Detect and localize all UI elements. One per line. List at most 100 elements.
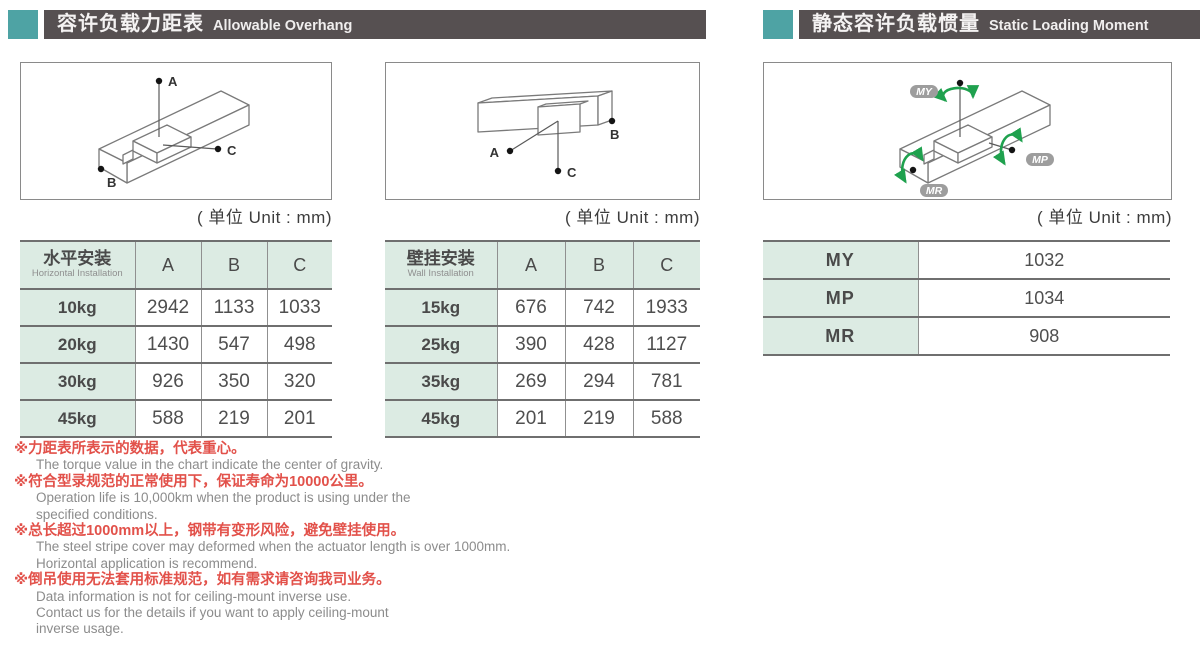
point-b-dot: [97, 165, 105, 173]
value-cell: 1430: [134, 325, 201, 363]
rotation-arrow-mr-icon: [894, 146, 924, 184]
table-title-en: Wall Installation: [407, 268, 474, 280]
value-cell: 294: [564, 362, 633, 400]
load-cell: 20kg: [20, 325, 135, 363]
wall-installation-table: 壁挂安装 Wall Installation A B C 15kg 676 74…: [385, 240, 700, 438]
value-cell: 547: [200, 325, 267, 363]
point-a-label: A: [490, 145, 500, 160]
value-cell: 219: [200, 399, 267, 438]
point-c-dot: [554, 167, 562, 175]
table-title-zh: 水平安装: [43, 249, 112, 269]
value-cell: 742: [564, 288, 633, 326]
value-cell: 219: [564, 399, 633, 438]
moment-label-cell: MP: [763, 278, 918, 317]
moment-value-cell: 1034: [917, 278, 1170, 317]
mr-axis-dot: [909, 166, 917, 174]
moment-value-cell: 908: [917, 316, 1170, 356]
point-b-label: B: [107, 175, 116, 190]
unit-label: ( 单位 Unit : mm): [197, 208, 332, 227]
table-title-zh: 壁挂安装: [406, 249, 475, 269]
table-row: 25kg 390 428 1127: [385, 325, 700, 363]
value-cell: 390: [496, 325, 565, 363]
teal-accent-square-icon: [763, 10, 793, 39]
my-badge: [910, 85, 938, 98]
moment-label-cell: MR: [763, 316, 918, 356]
mp-badge: [1026, 153, 1054, 166]
load-cell: 25kg: [385, 325, 497, 363]
horizontal-installation-drawing: A C B: [97, 74, 250, 190]
footnote-line: ※倒吊使用无法套用标准规范，如有需求请咨询我司业务。: [14, 572, 391, 589]
value-cell: 1033: [266, 288, 332, 326]
static-moment-table: MY 1032 MP 1034 MR 908: [763, 240, 1170, 356]
rotation-arrow-my-icon: [932, 85, 980, 103]
mr-badge: [920, 184, 948, 197]
column-header-c: C: [632, 240, 700, 289]
header-title-zh: 静态容许负载惯量: [812, 13, 980, 35]
load-cell: 30kg: [20, 362, 135, 400]
point-c-label: C: [227, 143, 237, 158]
static-loading-moment-header: 静态容许负载惯量 Static Loading Moment: [763, 10, 1200, 39]
column-header-c: C: [266, 240, 332, 289]
point-a-dot: [155, 77, 163, 85]
point-c-line: [162, 144, 218, 150]
table-header-row: 水平安装 Horizontal Installation A B C: [20, 240, 332, 289]
wall-installation-diagram: A B C: [385, 62, 700, 200]
footnote-line: ※力距表所表示的数据，代表重心。: [14, 441, 246, 457]
actuator-beam: [98, 90, 250, 184]
unit-label: ( 单位 Unit : mm): [1037, 208, 1172, 227]
footnotes: ※力距表所表示的数据，代表重心。 The torque value in the…: [14, 441, 654, 638]
wall-installation-drawing: A B C: [477, 90, 619, 180]
table-row: 10kg 2942 1133 1033: [20, 288, 332, 326]
point-a-label: A: [168, 74, 178, 89]
table-row: 15kg 676 742 1933: [385, 288, 700, 326]
value-cell: 1127: [632, 325, 700, 363]
value-cell: 320: [266, 362, 332, 400]
value-cell: 2942: [134, 288, 201, 326]
table-row: 30kg 926 350 320: [20, 362, 332, 400]
footnote-line: specified conditions.: [36, 506, 158, 522]
value-cell: 428: [564, 325, 633, 363]
teal-accent-square-icon: [8, 10, 38, 39]
value-cell: 588: [134, 399, 201, 438]
value-cell: 588: [632, 399, 700, 438]
footnote-line: The torque value in the chart indicate t…: [36, 457, 384, 473]
point-a-line: [509, 120, 559, 152]
header-title-zh: 容许负载力距表: [57, 13, 204, 35]
value-cell: 350: [200, 362, 267, 400]
point-a-dot: [506, 147, 514, 155]
point-b-dot: [608, 117, 616, 125]
value-cell: 781: [632, 362, 700, 400]
column-header-b: B: [200, 240, 267, 289]
static-moment-diagram: MY MP MR: [763, 62, 1172, 200]
actuator-beam: [899, 90, 1051, 184]
value-cell: 676: [496, 288, 565, 326]
value-cell: 201: [266, 399, 332, 438]
load-cell: 45kg: [20, 399, 135, 438]
horizontal-installation-diagram: A C B: [20, 62, 332, 200]
static-moment-drawing: MY MP MR: [894, 79, 1054, 197]
moment-value-cell: 1032: [917, 240, 1170, 279]
point-c-dot: [214, 145, 222, 153]
unit-label: ( 单位 Unit : mm): [565, 208, 700, 227]
footnote-line: ※符合型录规范的正常使用下，保证寿命为10000公里。: [14, 473, 373, 490]
table-row: MY 1032: [763, 240, 1170, 279]
table-row: MP 1034: [763, 278, 1170, 317]
table-title-cell: 壁挂安装 Wall Installation: [385, 240, 497, 289]
moment-label-cell: MY: [763, 240, 918, 279]
table-row: 45kg 201 219 588: [385, 399, 700, 438]
point-c-label: C: [567, 165, 577, 180]
footnote-line: Data information is not for ceiling-moun…: [36, 588, 352, 604]
table-title-en: Horizontal Installation: [31, 268, 123, 280]
allowable-overhang-header: 容许负载力距表 Allowable Overhang: [8, 10, 706, 39]
column-header-a: A: [134, 240, 201, 289]
value-cell: 269: [496, 362, 565, 400]
value-cell: 1133: [200, 288, 267, 326]
mp-axis-dot: [1008, 146, 1016, 154]
footnote-line: inverse usage.: [36, 621, 124, 637]
table-row: 35kg 269 294 781: [385, 362, 700, 400]
value-cell: 1933: [632, 288, 700, 326]
footnote-line: Operation life is 10,000km when the prod…: [36, 490, 411, 506]
value-cell: 498: [266, 325, 332, 363]
header-bar: 容许负载力距表 Allowable Overhang: [44, 10, 706, 39]
load-cell: 35kg: [385, 362, 497, 400]
